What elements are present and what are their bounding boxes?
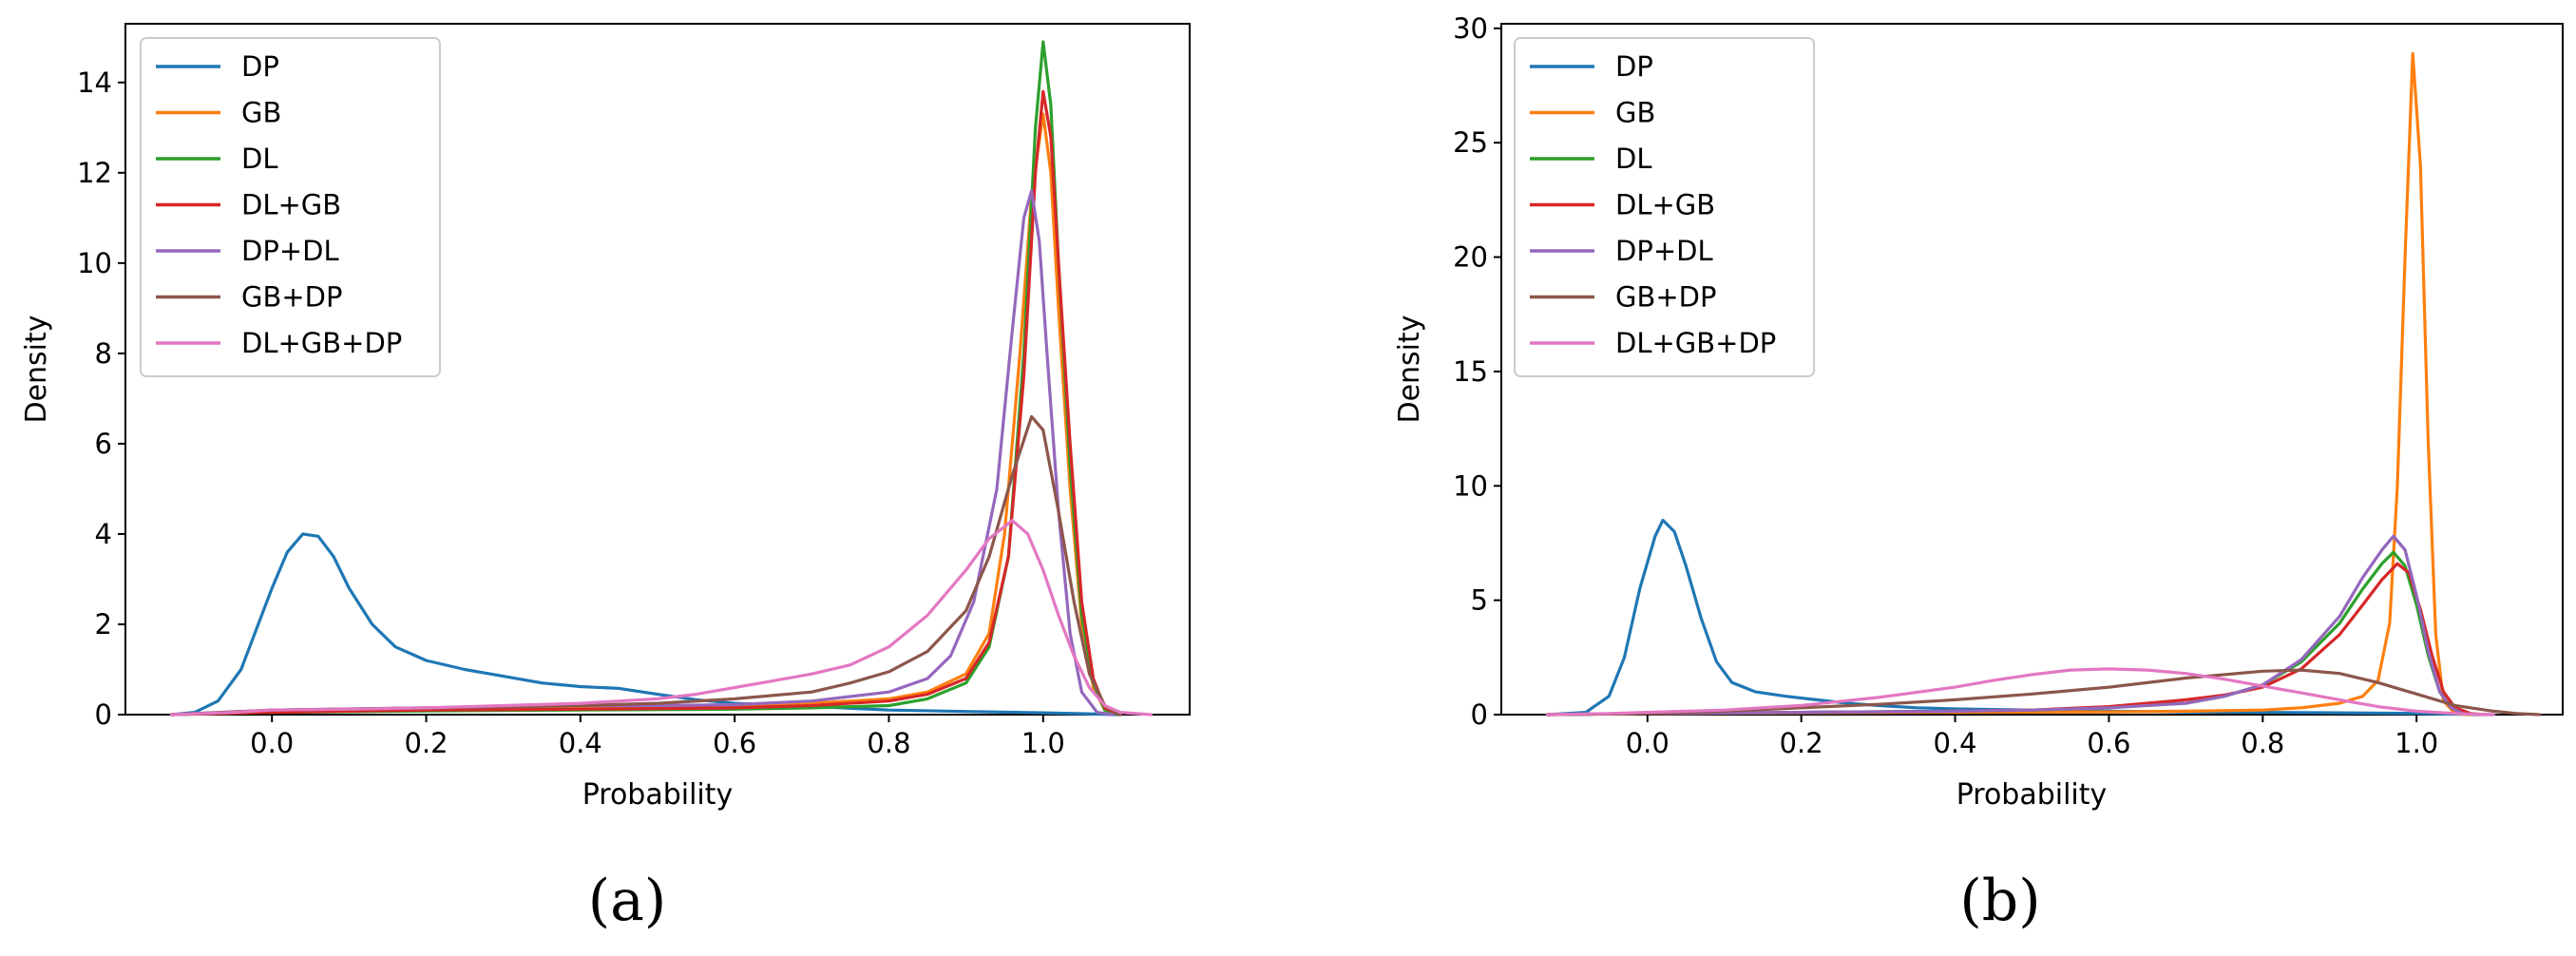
y-tick-label: 2: [95, 608, 112, 641]
series-line-gb-dp: [1545, 668, 2542, 717]
legend-label: DL+GB: [1615, 189, 1715, 221]
chart-panel-b: 0.0 0.2 0.4 0.6 0.8 1.0 0 5 10 15 20 25 30 Probabil…: [1393, 12, 2564, 934]
y-tick-label: 0: [95, 698, 112, 731]
series-line-dl: [1545, 550, 2480, 717]
y-tick-label: 15: [1453, 355, 1488, 388]
legend-label: DP+DL: [1615, 235, 1713, 267]
caption-a: (a): [588, 868, 667, 934]
legend-label: DP: [241, 50, 279, 83]
series-line-dp: [170, 532, 1122, 717]
legend-label: GB+DP: [241, 281, 342, 314]
series-line-dl-gb-dp: [170, 519, 1154, 717]
x-tick-label: 0.4: [559, 727, 602, 759]
x-tick-label: 0.8: [2241, 727, 2284, 759]
legend-box: [1514, 37, 1815, 377]
caption-b: (b): [1959, 868, 2040, 934]
legend-label: DP: [1615, 50, 1653, 83]
y-axis-ticks: 0 2 4 6 8 10 12 14: [77, 67, 125, 731]
y-tick-label: 10: [1453, 469, 1488, 502]
legend-label: GB+DP: [1615, 281, 1716, 314]
x-tick-label: 0.2: [1780, 727, 1823, 759]
legend-label: DL: [1615, 143, 1652, 175]
series-line-gb-dp: [170, 414, 1122, 717]
y-tick-label: 14: [77, 67, 112, 99]
x-tick-label: 0.0: [1626, 727, 1670, 759]
legend: DP GB DL DL+GB DP+DL GB+DP DL+GB+DP: [1514, 37, 1815, 377]
x-tick-label: 0.6: [713, 727, 756, 759]
x-axis-ticks: 0.0 0.2 0.4 0.6 0.8 1.0: [250, 715, 1065, 759]
legend-label: DL+GB+DP: [241, 327, 402, 359]
y-tick-label: 12: [77, 157, 112, 189]
x-tick-label: 0.6: [2087, 727, 2130, 759]
x-tick-label: 0.0: [250, 727, 294, 759]
x-axis-label: Probability: [582, 778, 734, 812]
series-layer: [170, 40, 1154, 717]
series-line-dl-gb: [1545, 562, 2488, 717]
x-axis-ticks: 0.0 0.2 0.4 0.6 0.8 1.0: [1626, 715, 2438, 759]
y-tick-label: 5: [1471, 584, 1488, 617]
x-tick-label: 1.0: [2395, 727, 2438, 759]
y-tick-label: 0: [1471, 698, 1488, 731]
legend-label: DL+GB+DP: [1615, 327, 1776, 359]
y-tick-label: 8: [95, 337, 112, 370]
y-tick-label: 30: [1453, 12, 1488, 45]
x-tick-label: 1.0: [1021, 727, 1065, 759]
y-axis-ticks: 0 5 10 15 20 25 30: [1453, 12, 1501, 731]
legend-label: DP+DL: [241, 235, 339, 267]
series-line-dl-gb: [170, 89, 1122, 717]
series-line-dp: [1545, 518, 2495, 717]
plot-frame: [124, 23, 1191, 716]
legend-label: GB: [1615, 97, 1655, 129]
series-line-gb: [1545, 51, 2472, 717]
legend: DP GB DL DL+GB DP+DL GB+DP DL+GB+DP: [140, 37, 441, 377]
x-tick-label: 0.4: [1933, 727, 1976, 759]
legend-label: GB: [241, 97, 281, 129]
y-tick-label: 10: [77, 247, 112, 279]
legend-label: DL: [241, 143, 278, 175]
series-line-dl-gb-dp: [1545, 667, 2495, 717]
x-tick-label: 0.8: [867, 727, 910, 759]
y-axis-label: Density: [1393, 315, 1426, 423]
x-axis-label: Probability: [1956, 778, 2108, 812]
y-axis-label: Density: [20, 315, 53, 423]
plot-frame: [1500, 23, 2564, 716]
y-tick-label: 4: [95, 518, 112, 550]
y-tick-label: 6: [95, 428, 112, 460]
legend-label: DL+GB: [241, 189, 341, 221]
legend-box: [140, 37, 441, 377]
y-tick-label: 25: [1453, 126, 1488, 159]
series-line-dp-dl: [1545, 534, 2480, 717]
y-tick-label: 20: [1453, 241, 1488, 274]
x-tick-label: 0.2: [404, 727, 448, 759]
series-layer: [1545, 51, 2542, 717]
chart-panel-a: 0.0 0.2 0.4 0.6 0.8 1.0 0 2 4 6 8 10 12 14 Probabili…: [20, 23, 1191, 934]
